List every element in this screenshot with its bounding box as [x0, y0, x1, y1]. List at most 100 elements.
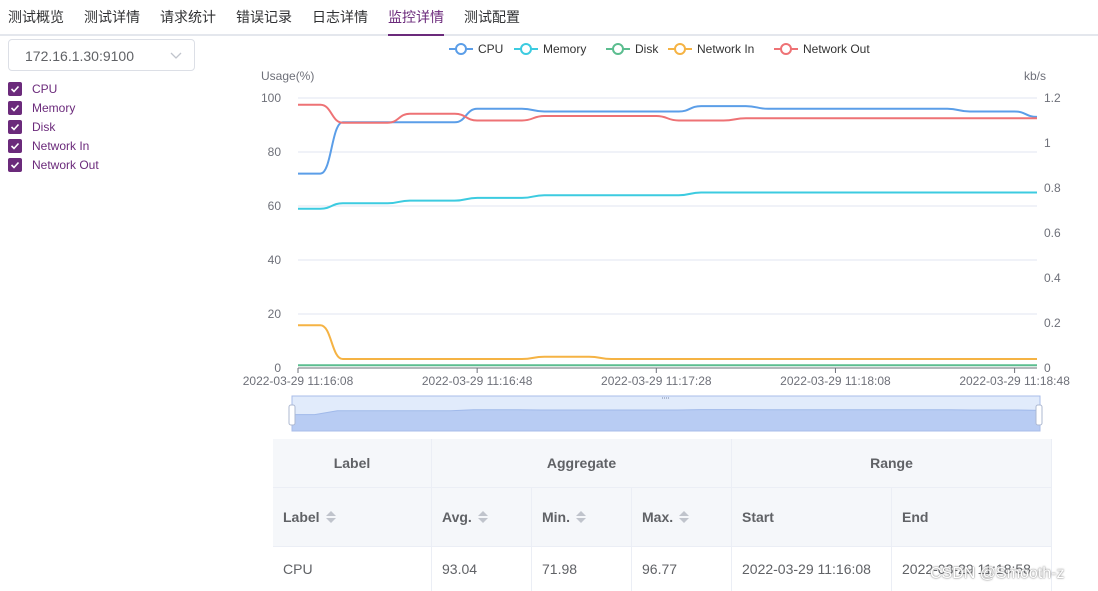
y-tick-label-right: 0.2: [1044, 316, 1061, 330]
table-row-cell-label: CPU: [273, 547, 432, 591]
table-row-cell-min: 71.98: [532, 547, 632, 591]
y-tick-label-left: 20: [268, 307, 282, 321]
legend-label: Network In: [697, 42, 754, 56]
tab-error-records[interactable]: 错误记录: [236, 10, 292, 26]
tab-bar: 测试概览 测试详情 请求统计 错误记录 日志详情 监控详情 测试配置: [0, 0, 1098, 36]
cell-text: 2022-03-29 11:16:08: [742, 561, 871, 577]
tab-monitor-details[interactable]: 监控详情: [388, 7, 444, 36]
group-header-label: Label: [273, 439, 432, 488]
column-header-end: End: [892, 488, 1052, 547]
column-header-min[interactable]: Min.: [532, 488, 632, 547]
chevron-down-icon: [170, 52, 182, 59]
watermark: CSDN @Smooth-z: [930, 565, 1065, 582]
legend-marker: [780, 43, 792, 55]
checkbox-cpu[interactable]: CPU: [8, 81, 57, 97]
legend-marker: [674, 43, 686, 55]
y-tick-label-right: 0.4: [1044, 271, 1061, 285]
checkbox-network-out[interactable]: Network Out: [8, 157, 99, 173]
server-select[interactable]: 172.16.1.30:9100: [8, 39, 195, 71]
group-header-text: Range: [870, 455, 913, 471]
legend-marker: [520, 43, 532, 55]
legend-label: Network Out: [803, 42, 870, 56]
cell-text: 93.04: [442, 561, 478, 577]
sort-icon[interactable]: [325, 511, 336, 523]
zoom-slider-preview: [291, 409, 1041, 432]
checkbox-label: Network Out: [32, 158, 99, 172]
series-line-memory: [297, 191, 1037, 210]
checkbox-label: Memory: [32, 101, 76, 115]
table-row-cell-max: 96.77: [632, 547, 732, 591]
checkbox-network-in[interactable]: Network In: [8, 138, 89, 154]
table-row-cell-start: 2022-03-29 11:16:08: [732, 547, 892, 591]
column-header-text: Label: [283, 509, 320, 525]
checkbox-label: Disk: [32, 120, 56, 134]
sort-icon[interactable]: [477, 511, 488, 523]
checkbox-checked-icon: [8, 120, 22, 134]
zoom-slider-handle-right: [1035, 404, 1043, 426]
column-header-text: Start: [742, 509, 774, 525]
series-line-network-out: [298, 103, 1037, 124]
group-header-aggregate: Aggregate: [432, 439, 732, 488]
zoom-slider-selection: [291, 395, 1041, 432]
legend-label: CPU: [478, 42, 503, 56]
cell-text: 71.98: [542, 561, 578, 577]
column-header-text: Avg.: [442, 509, 472, 525]
y-tick-label-right: 0.8: [1044, 181, 1061, 195]
checkbox-label: CPU: [32, 82, 58, 96]
checkbox-checked-icon: [8, 101, 22, 115]
sort-icon[interactable]: [679, 511, 690, 523]
tab-request-stats[interactable]: 请求统计: [160, 10, 216, 26]
column-header-label[interactable]: Label: [273, 488, 432, 547]
y-tick-label-left: 100: [261, 91, 281, 105]
legend-label: Memory: [543, 42, 586, 56]
legend-marker: [612, 43, 624, 55]
tab-test-config[interactable]: 测试配置: [464, 10, 520, 26]
y-tick-label-right: 1.2: [1044, 91, 1061, 105]
x-tick-label: 2022-03-29 11:16:48: [422, 374, 533, 388]
x-tick-label: 2022-03-29 11:18:48: [959, 374, 1070, 388]
y-tick-label-left: 60: [268, 199, 282, 213]
series-line-cpu: [298, 105, 1038, 175]
y-tick-label-left: 80: [268, 145, 282, 159]
checkbox-disk[interactable]: Disk: [8, 119, 55, 135]
column-header-text: Max.: [642, 509, 674, 525]
column-header-text: End: [902, 509, 929, 525]
cell-text: 96.77: [642, 561, 678, 577]
y-tick-label-right: 0.6: [1044, 226, 1061, 240]
group-header-text: Aggregate: [546, 455, 617, 471]
sort-icon[interactable]: [576, 511, 586, 523]
column-header-max[interactable]: Max.: [632, 488, 732, 547]
monitor-line-chart: 0 20 40 60 80 100 0 0.2 0.4 0.6 0.8 1 1.2 Usage(%) kb/…: [243, 42, 1070, 432]
server-select-value: 172.16.1.30:9100: [25, 48, 134, 64]
y-axis-title-left: Usage(%): [261, 69, 314, 83]
column-header-start: Start: [732, 488, 892, 547]
tab-test-overview[interactable]: 测试概览: [8, 10, 64, 26]
tab-test-details[interactable]: 测试详情: [84, 10, 140, 26]
checkbox-checked-icon: [8, 158, 22, 172]
x-tick-label: 2022-03-29 11:18:08: [780, 374, 891, 388]
group-header-range: Range: [732, 439, 1052, 488]
checkbox-memory[interactable]: Memory: [8, 100, 75, 116]
x-tick-label: 2022-03-29 11:16:08: [243, 374, 354, 388]
checkbox-checked-icon: [8, 139, 22, 153]
series-line-network-in: [298, 324, 1037, 360]
y-axis-title-right: kb/s: [1024, 69, 1046, 83]
tab-log-details[interactable]: 日志详情: [312, 10, 368, 26]
cell-text: 2022-03-29 11:18:58: [902, 561, 1031, 577]
y-tick-label-right: 1: [1044, 136, 1051, 150]
legend-label: Disk: [635, 42, 659, 56]
group-header-text: Label: [333, 455, 371, 471]
y-tick-label-left: 0: [274, 361, 281, 375]
zoom-slider-handle-left: [288, 404, 296, 426]
table-row-cell-avg: 93.04: [432, 547, 532, 591]
y-tick-label-right: 0: [1044, 361, 1051, 375]
cell-text: CPU: [283, 561, 313, 577]
checkbox-label: Network In: [32, 139, 90, 153]
table-row-cell-end: 2022-03-29 11:18:58: [892, 547, 1052, 591]
legend-marker: [455, 43, 467, 55]
column-header-text: Min.: [542, 509, 570, 525]
column-header-avg[interactable]: Avg.: [432, 488, 532, 547]
y-tick-label-left: 40: [268, 253, 282, 267]
x-tick-label: 2022-03-29 11:17:28: [601, 374, 712, 388]
checkbox-checked-icon: [8, 82, 22, 96]
